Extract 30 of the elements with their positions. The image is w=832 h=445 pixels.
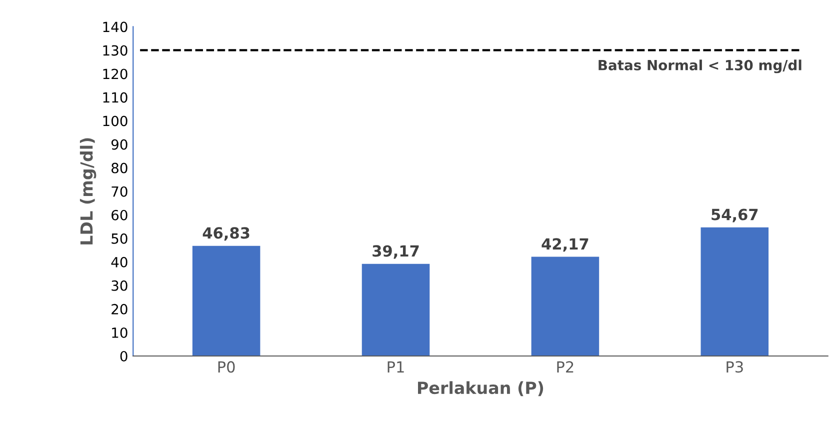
x-axis-title: Perlakuan (P) [418, 381, 544, 396]
y-tick-label: 0 [120, 350, 128, 362]
y-tick-label: 130 [103, 45, 128, 56]
y-tick-label: 70 [112, 186, 128, 197]
data-label: 54,67 [712, 208, 758, 222]
y-tick-label: 10 [112, 327, 128, 338]
ref-line-label: Batas Normal < 130 mg/dl [598, 60, 802, 74]
y-tick-label: 110 [103, 92, 128, 103]
y-axis-title: LDL (mg/dl) [80, 138, 96, 244]
bar [192, 246, 260, 356]
data-label: 39,17 [372, 245, 419, 259]
y-tick-label: 60 [112, 210, 128, 220]
y-tick-label: 100 [103, 116, 128, 126]
y-tick-label: 40 [111, 256, 128, 268]
x-tick-label: P1 [388, 361, 404, 372]
bar [531, 256, 600, 356]
y-tick-label: 50 [112, 233, 128, 244]
bar [362, 264, 430, 356]
bar [700, 227, 769, 356]
y-tick-label: 120 [103, 68, 128, 80]
x-tick-label: P3 [726, 361, 743, 373]
y-tick-label: 80 [112, 162, 128, 174]
x-tick-label: P0 [218, 361, 235, 373]
y-tick-label: 30 [112, 280, 128, 291]
data-label: 46,83 [202, 227, 250, 241]
data-label: 42,17 [542, 238, 588, 252]
y-tick-label: 140 [103, 22, 128, 32]
y-tick-label: 20 [112, 304, 128, 314]
y-tick-label: 90 [111, 139, 128, 150]
x-tick-label: P2 [557, 361, 574, 372]
